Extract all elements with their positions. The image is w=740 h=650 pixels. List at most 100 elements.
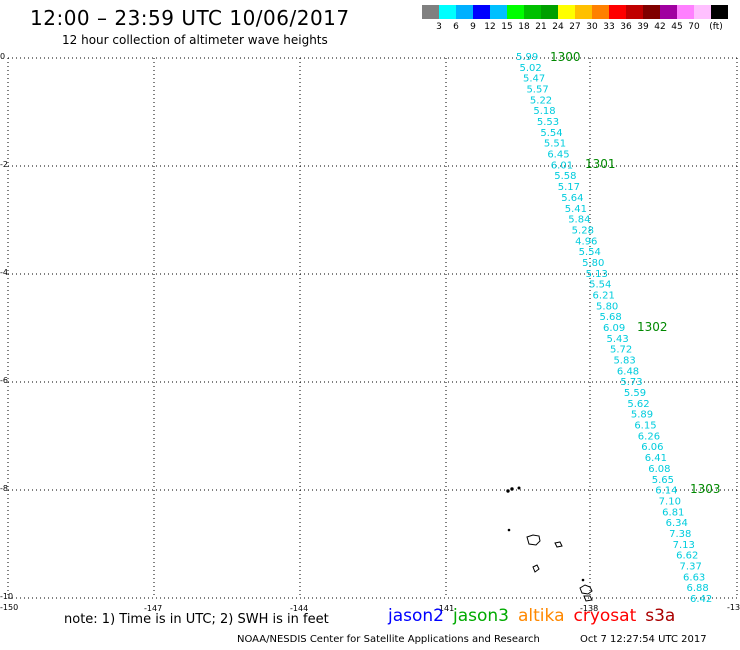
wave-height-value: 5.68 (600, 312, 622, 323)
colorbar-label: 15 (501, 22, 513, 32)
colorbar-label: 6 (453, 22, 459, 32)
y-tick-label: -2 (0, 160, 8, 169)
island-dot (581, 578, 585, 582)
colorbar-label: 30 (586, 22, 598, 32)
colorbar-label: 9 (470, 22, 476, 32)
colorbar-label: 36 (620, 22, 632, 32)
x-tick-label: -150 (0, 603, 18, 612)
wave-height-value: 5.72 (610, 345, 632, 356)
colorbar-label: 12 (484, 22, 496, 32)
island-outline (526, 534, 541, 546)
map-grid (7, 57, 738, 599)
wave-height-value: 5.17 (558, 182, 580, 193)
satellite-legend: jason2 jason3 altika cryosat s3a (388, 606, 684, 626)
wave-height-value: 5.18 (533, 106, 555, 117)
wave-height-value: 4.96 (575, 236, 597, 247)
x-tick-label: -141 (436, 604, 454, 613)
island-outline (554, 541, 563, 548)
colorbar-swatch (473, 5, 490, 19)
wave-height-value: 7.13 (673, 540, 695, 551)
colorbar-swatch (558, 5, 575, 19)
colorbar-swatch (439, 5, 456, 19)
colorbar-swatch (609, 5, 626, 19)
wave-height-value: 5.64 (561, 193, 583, 204)
island-outline (583, 595, 593, 602)
colorbar-label: (ft) (709, 22, 723, 32)
colorbar-swatch (660, 5, 677, 19)
units-note: note: 1) Time is in UTC; 2) SWH is in fe… (64, 612, 329, 627)
colorbar-swatch (507, 5, 524, 19)
colorbar-swatch (456, 5, 473, 19)
wave-height-value: 6.81 (662, 507, 684, 518)
wave-height-value: 5.73 (620, 377, 642, 388)
colorbar-swatch (711, 5, 728, 19)
wave-height-value: 6.08 (648, 464, 670, 475)
colorbar-label: 70 (688, 22, 700, 32)
legend-jason3: jason3 (453, 606, 509, 626)
colorbar-swatch (626, 5, 643, 19)
x-tick-label: -138 (580, 604, 598, 613)
island-dot (506, 489, 510, 493)
colorbar-swatch (422, 5, 439, 19)
wave-height-value: 6.21 (593, 290, 615, 301)
islands (506, 486, 593, 602)
credit-line: NOAA/NESDIS Center for Satellite Applica… (237, 634, 540, 645)
wave-height-value: 7.38 (669, 529, 691, 540)
wave-height-value: 5.54 (589, 280, 611, 291)
wave-height-value: 7.10 (659, 496, 681, 507)
wave-height-value: 6.14 (655, 486, 677, 497)
wave-height-value: 5.51 (544, 139, 566, 150)
y-tick-label: -4 (0, 268, 8, 277)
wave-height-value: 6.42 (690, 594, 712, 605)
wave-height-value: 5.80 (596, 301, 618, 312)
colorbar-label: 3 (436, 22, 442, 32)
legend-cryosat: cryosat (573, 606, 637, 626)
wave-height-value: 5.59 (624, 388, 646, 399)
map-subtitle: 12 hour collection of altimeter wave hei… (62, 33, 328, 47)
wave-height-value: 6.63 (683, 572, 705, 583)
colorbar-swatch (541, 5, 558, 19)
x-tick-label: -144 (290, 604, 308, 613)
wave-height-value: 6.09 (603, 323, 625, 334)
track-time-label: 1303 (690, 482, 721, 496)
y-tick-label: -10 (0, 592, 13, 601)
x-tick-label: -147 (144, 604, 162, 613)
legend-altika: altika (518, 606, 565, 626)
colorbar-swatch (524, 5, 541, 19)
island-outline (532, 564, 540, 573)
colorbar-swatch (677, 5, 694, 19)
wave-height-value: 5.57 (526, 85, 548, 96)
wave-height-value: 5.83 (613, 356, 635, 367)
wave-height-value: 5.13 (586, 269, 608, 280)
colorbar-label: 24 (552, 22, 564, 32)
wave-height-value: 6.26 (638, 431, 660, 442)
colorbar-swatch (694, 5, 711, 19)
wave-height-value: 5.53 (537, 117, 559, 128)
island-dot (517, 486, 521, 490)
colorbar-label: 18 (518, 22, 530, 32)
wave-height-value: 6.62 (676, 551, 698, 562)
wave-height-value: 6.34 (666, 518, 688, 529)
y-tick-label: 0 (0, 52, 5, 61)
map-title: 12:00 – 23:59 UTC 10/06/2017 (30, 6, 350, 30)
wave-height-value: 5.80 (582, 258, 604, 269)
track-time-label: 1300 (550, 50, 581, 64)
wave-height-value: 5.41 (565, 204, 587, 215)
colorbar-label: 27 (569, 22, 581, 32)
colorbar-label: 39 (637, 22, 649, 32)
legend-s3a: s3a (645, 606, 676, 626)
wave-height-value: 6.88 (687, 583, 709, 594)
colorbar-label: 42 (654, 22, 666, 32)
wave-height-value: 6.41 (645, 453, 667, 464)
x-tick-label: -13 (727, 603, 740, 612)
wave-height-value: 5.28 (572, 225, 594, 236)
track-time-label: 1302 (637, 320, 668, 334)
wave-height-value: 7.37 (680, 561, 702, 572)
colorbar-swatch (643, 5, 660, 19)
generation-timestamp: Oct 7 12:27:54 UTC 2017 (580, 634, 707, 645)
island-dot (507, 528, 511, 532)
colorbar-swatch (490, 5, 507, 19)
y-tick-label: -6 (0, 376, 8, 385)
satellite-track: 5.995.025.475.575.225.185.535.545.516.45… (516, 52, 712, 605)
